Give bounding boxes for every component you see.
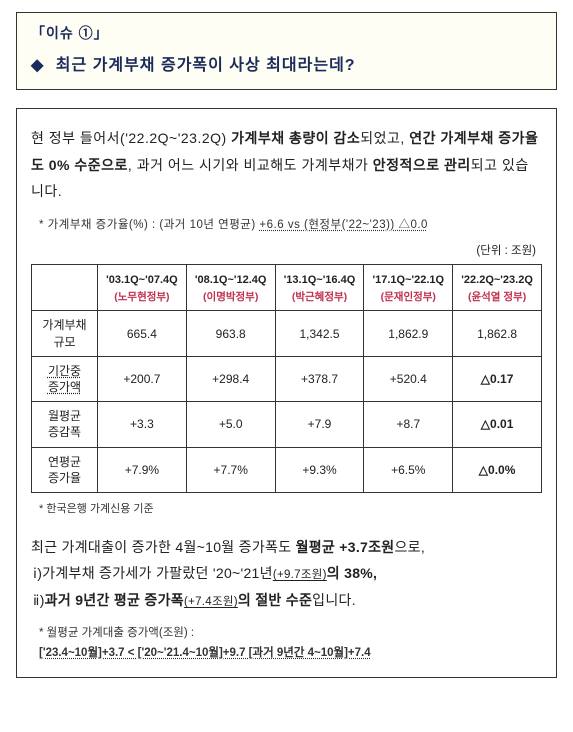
note2-seq-text: ['23.4~10월]+3.7 < ['20~'21.4~10월]+9.7 [과… [39, 647, 371, 659]
p1-b1: 가계부채 총량이 감소 [231, 130, 360, 146]
cell-mavg-3: +8.7 [364, 402, 453, 447]
th-col-3: '17.1Q~'22.1Q (문재인정부) [364, 265, 453, 311]
p2-l3d: 입니다. [312, 592, 356, 608]
cell-inc-0: +200.7 [98, 356, 187, 401]
p2-line2: ⅰ)가계부채 증가세가 가팔랐던 '20~'21년(+9.7조원)의 38%, [33, 560, 542, 587]
cell-yrate-2: +9.3% [275, 447, 364, 492]
p1-t2: 되었고, [360, 130, 409, 146]
issue-header: 「이슈 ①」 ◆ 최근 가계부채 증가폭이 사상 최대라는데? [16, 12, 557, 90]
issue-label: 「이슈 ①」 [31, 23, 542, 43]
cell-size-4: 1,862.8 [453, 311, 542, 356]
cell-inc-4-b: △0.17 [481, 372, 514, 386]
th-col-1: '08.1Q~'12.4Q (이명박정부) [186, 265, 275, 311]
cell-size-0: 665.4 [98, 311, 187, 356]
p2-l2small: (+9.7조원) [273, 569, 327, 581]
table-row-size: 가계부채 규모 665.4 963.8 1,342.5 1,862.9 1,86… [32, 311, 542, 356]
p2-l2a: ⅰ)가계부채 증가세가 가팔랐던 '20~'21년 [33, 565, 273, 581]
th-col-4: '22.2Q~'23.2Q (윤석열 정부) [453, 265, 542, 311]
diamond-icon: ◆ [31, 57, 44, 74]
note2-seq: ['23.4~10월]+3.7 < ['20~'21.4~10월]+9.7 [과… [39, 644, 542, 664]
table-header-row: '03.1Q~'07.4Q (노무현정부) '08.1Q~'12.4Q (이명박정부… [32, 265, 542, 311]
table-footnote: * 한국은행 가계신용 기준 [39, 499, 542, 520]
cell-inc-4: △0.17 [453, 356, 542, 401]
issue-title-text: 최근 가계부채 증가폭이 사상 최대라는데? [56, 57, 356, 74]
p1-t3: , 과거 어느 시기와 비교해도 가계부채가 [128, 157, 373, 173]
cell-inc-2: +378.7 [275, 356, 364, 401]
issue-title: ◆ 최근 가계부채 증가폭이 사상 최대라는데? [31, 51, 542, 75]
cell-yrate-4: △0.0% [453, 447, 542, 492]
th-col-0: '03.1Q~'07.4Q (노무현정부) [98, 265, 187, 311]
paragraph-2: 최근 가계대출이 증가한 4월~10월 증가폭도 월평균 +3.7조원으로, ⅰ… [31, 534, 542, 614]
note-growth-rate: * 가계부채 증가율(%) : (과거 10년 연평균) +6.6 vs (현정… [39, 215, 542, 237]
debt-table: '03.1Q~'07.4Q (노무현정부) '08.1Q~'12.4Q (이명박정부… [31, 264, 542, 493]
rh-inc-text: 기간중 증가액 [48, 364, 81, 394]
paragraph-1: 현 정부 들어서('22.2Q~'23.2Q) 가계부채 총량이 감소되었고, … [31, 125, 542, 205]
rh-yrate-text: 연평균 증가율 [48, 455, 81, 485]
p2-line3: ⅱ)과거 9년간 평균 증가폭(+7.4조원)의 절반 수준입니다. [33, 587, 542, 614]
gov-2: (박근혜정부) [280, 290, 360, 304]
p2-l3c: 의 절반 수준 [238, 592, 312, 608]
p2-l3a: ⅱ) [33, 592, 45, 608]
note1-raw: +6.6 vs (현정부('22~'23)) △0.0 [259, 219, 428, 231]
unit-label: (단위 : 조원) [31, 241, 536, 263]
cell-mavg-4-b: △0.01 [481, 417, 514, 431]
rh-mavg-text: 월평균 증감폭 [48, 409, 81, 439]
p2-l3small: (+7.4조원) [184, 596, 238, 608]
gov-3: (문재인정부) [368, 290, 448, 304]
cell-yrate-4-b: △0.0% [479, 463, 516, 477]
rh-inc: 기간중 증가액 [32, 356, 98, 401]
period-1: '08.1Q~'12.4Q [195, 274, 267, 286]
table-row-inc: 기간중 증가액 +200.7 +298.4 +378.7 +520.4 △0.1… [32, 356, 542, 401]
cell-yrate-0: +7.9% [98, 447, 187, 492]
rh-yrate: 연평균 증가율 [32, 447, 98, 492]
content-box: 현 정부 들어서('22.2Q~'23.2Q) 가계부채 총량이 감소되었고, … [16, 108, 557, 678]
cell-mavg-2: +7.9 [275, 402, 364, 447]
gov-4: (윤석열 정부) [457, 290, 537, 304]
p2-l2b: 의 38%, [327, 565, 377, 581]
cell-size-1: 963.8 [186, 311, 275, 356]
cell-mavg-1: +5.0 [186, 402, 275, 447]
th-blank [32, 265, 98, 311]
p2-line1: 최근 가계대출이 증가한 4월~10월 증가폭도 월평균 +3.7조원으로, [31, 534, 542, 561]
th-col-2: '13.1Q~'16.4Q (박근혜정부) [275, 265, 364, 311]
gov-0: (노무현정부) [102, 290, 182, 304]
cell-inc-1: +298.4 [186, 356, 275, 401]
cell-yrate-1: +7.7% [186, 447, 275, 492]
cell-size-2: 1,342.5 [275, 311, 364, 356]
cell-inc-3: +520.4 [364, 356, 453, 401]
note2-label: * 월평균 가계대출 증가액(조원) : [39, 624, 542, 644]
p2-l1c: 으로, [395, 539, 426, 555]
cell-mavg-4: △0.01 [453, 402, 542, 447]
period-4: '22.2Q~'23.2Q [461, 274, 533, 286]
table-row-yrate: 연평균 증가율 +7.9% +7.7% +9.3% +6.5% △0.0% [32, 447, 542, 492]
p2-l3b: 과거 9년간 평균 증가폭 [45, 592, 184, 608]
cell-size-3: 1,862.9 [364, 311, 453, 356]
cell-mavg-0: +3.3 [98, 402, 187, 447]
p1-t1: 현 정부 들어서('22.2Q~'23.2Q) [31, 130, 231, 146]
p1-b3: 안정적으로 관리 [373, 157, 471, 173]
p2-l1a: 최근 가계대출이 증가한 4월~10월 증가폭도 [31, 539, 296, 555]
rh-mavg: 월평균 증감폭 [32, 402, 98, 447]
period-3: '17.1Q~'22.1Q [372, 274, 444, 286]
note1-pre: * 가계부채 증가율(%) : (과거 10년 연평균) [39, 219, 259, 231]
cell-yrate-3: +6.5% [364, 447, 453, 492]
table-row-mavg: 월평균 증감폭 +3.3 +5.0 +7.9 +8.7 △0.01 [32, 402, 542, 447]
note-monthly-avg: * 월평균 가계대출 증가액(조원) : ['23.4~10월]+3.7 < [… [39, 624, 542, 663]
period-0: '03.1Q~'07.4Q [106, 274, 178, 286]
rh-size: 가계부채 규모 [32, 311, 98, 356]
gov-1: (이명박정부) [191, 290, 271, 304]
rh-size-text: 가계부채 규모 [42, 318, 86, 348]
p2-l1b: 월평균 +3.7조원 [296, 539, 395, 555]
period-2: '13.1Q~'16.4Q [284, 274, 356, 286]
